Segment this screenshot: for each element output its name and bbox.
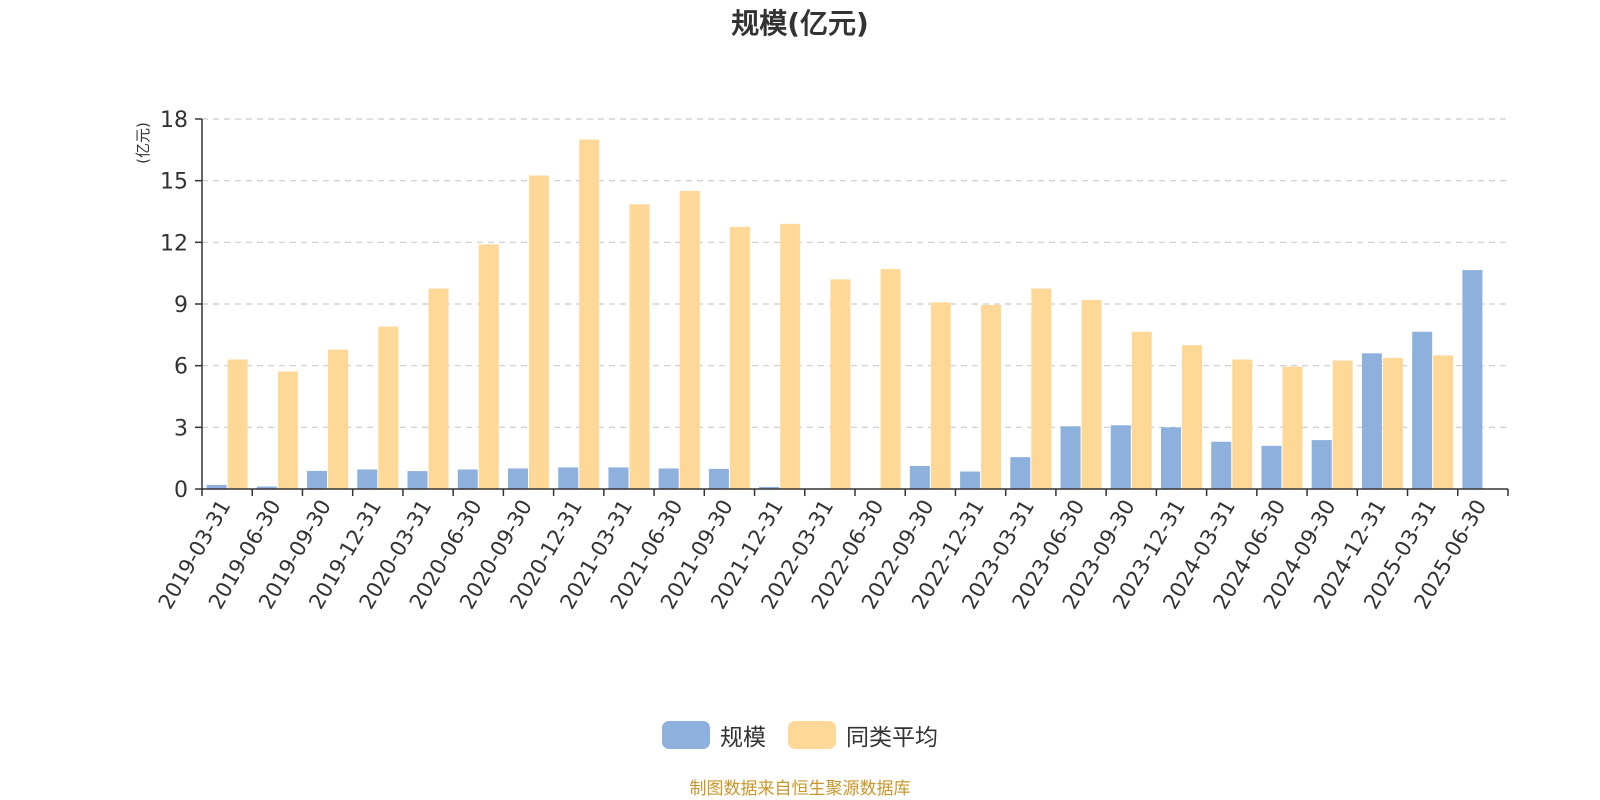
bar-scale[interactable]: [256, 486, 277, 489]
bar-peer-average[interactable]: [579, 139, 600, 490]
bar-peer-average[interactable]: [1433, 355, 1454, 489]
bar-peer-average[interactable]: [1182, 345, 1202, 489]
bar-peer-average[interactable]: [1382, 357, 1403, 489]
legend-item-peer-average[interactable]: 同类平均: [788, 718, 938, 752]
bars: [206, 139, 1483, 490]
bar-peer-average[interactable]: [780, 223, 801, 490]
y-tick-label: 9: [174, 293, 188, 318]
legend: 规模 同类平均: [0, 718, 1600, 752]
bar-peer-average[interactable]: [981, 305, 1002, 489]
bar-scale[interactable]: [708, 468, 729, 489]
bar-peer-average[interactable]: [930, 302, 951, 489]
bar-scale[interactable]: [608, 467, 629, 489]
bar-scale[interactable]: [206, 484, 227, 489]
bar-scale[interactable]: [357, 469, 378, 489]
bar-scale[interactable]: [909, 465, 930, 489]
bar-peer-average[interactable]: [478, 244, 499, 489]
y-tick-label: 15: [160, 170, 188, 195]
bar-scale[interactable]: [1110, 425, 1131, 489]
bar-peer-average[interactable]: [378, 326, 399, 489]
bar-scale[interactable]: [1010, 457, 1031, 489]
legend-swatch-peer-average: [788, 721, 836, 749]
chart-title: 规模(亿元): [731, 7, 869, 40]
bar-peer-average[interactable]: [227, 359, 248, 490]
bar-scale[interactable]: [960, 471, 981, 489]
legend-label-scale: 规模: [720, 725, 766, 751]
bar-scale[interactable]: [759, 486, 780, 489]
bar-scale[interactable]: [508, 468, 528, 489]
bar-scale[interactable]: [1311, 440, 1332, 489]
y-axis-label: (亿元): [134, 122, 152, 164]
bar-peer-average[interactable]: [1131, 331, 1152, 489]
bar-scale[interactable]: [658, 468, 679, 489]
legend-swatch-scale: [662, 721, 710, 749]
bar-scale[interactable]: [1261, 445, 1282, 489]
bar-peer-average[interactable]: [1232, 359, 1253, 490]
bar-scale[interactable]: [1211, 441, 1232, 489]
bar-scale[interactable]: [1361, 353, 1382, 489]
bar-peer-average[interactable]: [880, 269, 901, 489]
bar-peer-average[interactable]: [328, 349, 349, 489]
y-tick-label: 12: [160, 231, 188, 256]
bar-peer-average[interactable]: [428, 288, 449, 489]
bar-peer-average[interactable]: [1332, 360, 1353, 489]
y-tick-label: 18: [160, 108, 188, 133]
bar-peer-average[interactable]: [629, 204, 650, 490]
bar-peer-average[interactable]: [1031, 288, 1052, 489]
legend-label-peer-average: 同类平均: [846, 725, 938, 751]
bar-scale[interactable]: [1412, 331, 1433, 489]
source-note: 制图数据来自恒生聚源数据库: [689, 779, 911, 799]
bar-peer-average[interactable]: [729, 226, 750, 489]
bar-peer-average[interactable]: [277, 371, 298, 489]
bar-peer-average[interactable]: [529, 175, 549, 489]
y-tick-label: 0: [174, 478, 188, 503]
bar-scale[interactable]: [407, 471, 428, 489]
bar-peer-average[interactable]: [679, 190, 700, 489]
bar-peer-average[interactable]: [830, 279, 851, 489]
bar-scale[interactable]: [1161, 427, 1181, 489]
y-tick-label: 3: [174, 416, 188, 441]
bar-scale[interactable]: [1060, 426, 1081, 489]
y-tick-label: 6: [174, 355, 188, 380]
grid-lines: [202, 118, 1508, 428]
bar-scale[interactable]: [1462, 270, 1483, 489]
bar-scale[interactable]: [307, 470, 328, 489]
legend-item-scale[interactable]: 规模: [662, 718, 766, 752]
bar-scale[interactable]: [457, 469, 478, 489]
bar-scale[interactable]: [558, 467, 579, 489]
bar-peer-average[interactable]: [1081, 299, 1102, 489]
bar-peer-average[interactable]: [1282, 366, 1303, 489]
